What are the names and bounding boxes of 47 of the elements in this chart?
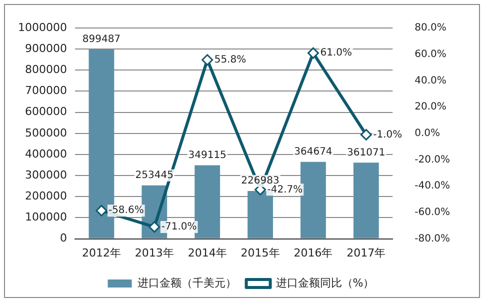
data-label: 361071: [347, 147, 386, 158]
y-tick-label: 200000: [24, 190, 67, 202]
y2-tick-label: -20.0%: [414, 154, 450, 166]
point: [96, 204, 108, 216]
data-label: 364674: [294, 146, 332, 158]
x-tick-label: 2016年: [294, 246, 333, 260]
x-tick-label: 2017年: [346, 246, 386, 260]
point: [202, 54, 214, 66]
y-tick-label: 1000000: [18, 20, 67, 34]
point: [307, 47, 319, 59]
data-label: 899487: [82, 34, 121, 45]
bar: [300, 162, 326, 238]
y2-tick-label: -40.0%: [414, 180, 450, 192]
point: [360, 128, 372, 140]
data-label: -42.7%: [267, 184, 303, 196]
bar: [353, 162, 379, 238]
data-label: 253445: [135, 170, 174, 181]
bar: [194, 165, 220, 238]
y-tick-label: 400000: [24, 147, 67, 160]
y-tick-label: 500000: [24, 126, 67, 140]
data-label: -58.6%: [108, 205, 144, 216]
y2-tick-label: -60.0%: [414, 207, 450, 218]
legend-label: 进口金额（千美元）: [137, 276, 236, 290]
y-tick-label: 0: [60, 232, 67, 245]
data-label: -71.0%: [161, 222, 197, 233]
data-label: 349115: [188, 150, 226, 161]
point: [148, 221, 160, 233]
y-tick-label: 100000: [24, 210, 67, 224]
legend-label: 进口金额同比（%）: [276, 276, 374, 290]
y2-tick-label: 0.0%: [414, 128, 440, 139]
x-tick-label: 2014年: [188, 246, 227, 260]
y2-tick-label: 80.0%: [414, 22, 446, 34]
y2-tick-label: -80.0%: [414, 233, 450, 244]
data-label: 61.0%: [320, 48, 352, 59]
x-tick-label: 2015年: [240, 246, 280, 260]
y-tick-label: 900000: [24, 42, 67, 55]
y-tick-label: 600000: [24, 105, 67, 118]
y2-tick-label: 20.0%: [414, 102, 446, 113]
x-tick-label: 2012年: [82, 246, 121, 260]
x-tick-label: 2013年: [134, 246, 174, 260]
y-tick-label: 300000: [24, 168, 67, 182]
y2-tick-label: 60.0%: [414, 48, 446, 60]
data-label: -1.0%: [373, 129, 402, 140]
data-label: 55.8%: [214, 54, 246, 66]
y-tick-label: 800000: [24, 63, 67, 76]
y-tick-label: 700000: [24, 84, 67, 98]
y2-tick-label: 40.0%: [414, 75, 446, 86]
